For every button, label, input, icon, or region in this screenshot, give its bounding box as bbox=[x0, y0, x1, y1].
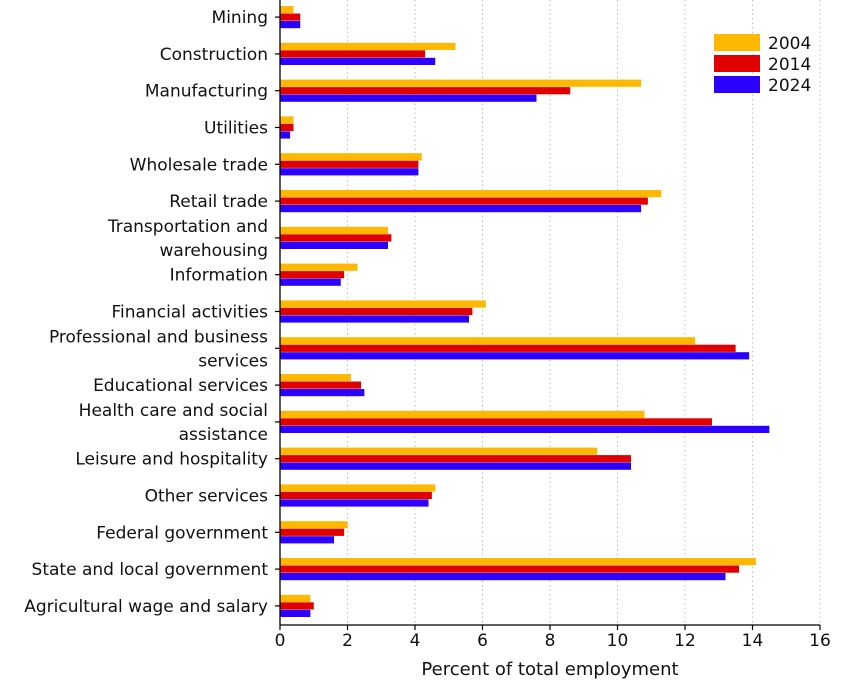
legend-label-2014: 2014 bbox=[768, 55, 811, 75]
x-tick-label: 6 bbox=[477, 631, 488, 651]
bar-2014 bbox=[280, 602, 314, 610]
category-label: Wholesale trade bbox=[130, 155, 268, 175]
category-label: Federal government bbox=[96, 523, 268, 543]
bar-2024 bbox=[280, 205, 642, 213]
category-label: Professional and business bbox=[49, 327, 268, 347]
x-tick-label: 0 bbox=[275, 631, 286, 651]
category-label: Educational services bbox=[93, 376, 268, 396]
bar-2014 bbox=[280, 271, 345, 279]
bar-2024 bbox=[280, 536, 334, 544]
bar-2014 bbox=[280, 491, 432, 500]
bar-2014 bbox=[280, 50, 426, 58]
bar-2024 bbox=[280, 573, 726, 581]
bar-2004 bbox=[280, 484, 436, 492]
legend-swatch-2004 bbox=[714, 34, 760, 51]
bar-2004 bbox=[280, 558, 756, 566]
bar-2004 bbox=[280, 594, 311, 602]
bar-2014 bbox=[280, 528, 345, 536]
category-label: Leisure and hospitality bbox=[75, 450, 268, 470]
category-label: Information bbox=[170, 266, 268, 286]
bar-2004 bbox=[280, 42, 456, 50]
bar-2024 bbox=[280, 241, 388, 249]
bar-2004 bbox=[280, 79, 642, 87]
bar-2024 bbox=[280, 609, 311, 617]
x-tick-label: 8 bbox=[545, 631, 556, 651]
category-label: Construction bbox=[160, 45, 268, 65]
bar-2024 bbox=[280, 352, 750, 360]
bar-2024 bbox=[280, 389, 365, 397]
bar-2014 bbox=[280, 418, 712, 426]
axes bbox=[275, 0, 821, 630]
category-labels: Mining Construction Manufacturing Utilities… bbox=[24, 8, 268, 617]
x-tick-label: 10 bbox=[607, 631, 629, 651]
bar-2014 bbox=[280, 13, 301, 21]
bar-2014 bbox=[280, 344, 736, 352]
x-tick-labels: 0 2 4 6 8 10 12 14 16 bbox=[275, 631, 831, 651]
category-label: Manufacturing bbox=[145, 82, 268, 102]
legend-swatch-2014 bbox=[714, 55, 760, 72]
bar-2004 bbox=[280, 6, 294, 14]
bar-2004 bbox=[280, 116, 294, 124]
legend-label-2004: 2004 bbox=[768, 34, 811, 54]
bar-2014 bbox=[280, 307, 473, 316]
legend-label-2024: 2024 bbox=[768, 76, 811, 96]
category-label: assistance bbox=[179, 425, 268, 445]
category-label: Health care and social bbox=[79, 401, 268, 421]
bar-2024 bbox=[280, 131, 291, 139]
bar-2014 bbox=[280, 197, 648, 205]
category-label: Mining bbox=[212, 8, 268, 28]
category-label: Other services bbox=[145, 487, 269, 507]
bar-2004 bbox=[280, 300, 486, 308]
bar-2004 bbox=[280, 263, 358, 271]
bar-2024 bbox=[280, 425, 770, 433]
category-label: services bbox=[198, 351, 268, 371]
category-label: State and local government bbox=[32, 560, 269, 580]
bar-2024 bbox=[280, 57, 436, 65]
x-tick-label: 16 bbox=[809, 631, 831, 651]
category-label: warehousing bbox=[160, 241, 269, 261]
bar-2014 bbox=[280, 160, 419, 168]
bar-2014 bbox=[280, 234, 392, 242]
legend-swatch-2024 bbox=[714, 76, 760, 93]
bar-2014 bbox=[280, 381, 361, 389]
bar-2014 bbox=[280, 565, 739, 573]
x-tick-label: 2 bbox=[342, 631, 353, 651]
bars bbox=[280, 6, 770, 617]
bar-2004 bbox=[280, 447, 598, 455]
bar-2024 bbox=[280, 278, 341, 286]
bar-2004 bbox=[280, 374, 351, 382]
bar-2004 bbox=[280, 226, 388, 234]
bar-2004 bbox=[280, 337, 696, 345]
x-axis-title: Percent of total employment bbox=[421, 659, 678, 680]
x-tick-label: 4 bbox=[410, 631, 421, 651]
bar-2024 bbox=[280, 462, 631, 470]
category-label: Utilities bbox=[204, 119, 268, 139]
x-tick-label: 12 bbox=[674, 631, 696, 651]
bar-2024 bbox=[280, 21, 301, 29]
category-label: Agricultural wage and salary bbox=[24, 597, 268, 617]
bar-2004 bbox=[280, 153, 422, 161]
bar-2004 bbox=[280, 521, 348, 529]
bar-2024 bbox=[280, 315, 469, 323]
bar-2014 bbox=[280, 87, 571, 95]
bar-2014 bbox=[280, 455, 631, 463]
bar-2024 bbox=[280, 499, 429, 507]
bar-2014 bbox=[280, 123, 294, 132]
category-label: Financial activities bbox=[112, 303, 269, 323]
x-tick-label: 14 bbox=[742, 631, 764, 651]
gridlines bbox=[347, 0, 821, 625]
category-label: Transportation and bbox=[107, 217, 268, 237]
bar-2024 bbox=[280, 168, 419, 176]
bar-2004 bbox=[280, 190, 662, 198]
bar-2024 bbox=[280, 94, 537, 102]
bar-2004 bbox=[280, 410, 645, 418]
category-label: Retail trade bbox=[169, 192, 268, 212]
